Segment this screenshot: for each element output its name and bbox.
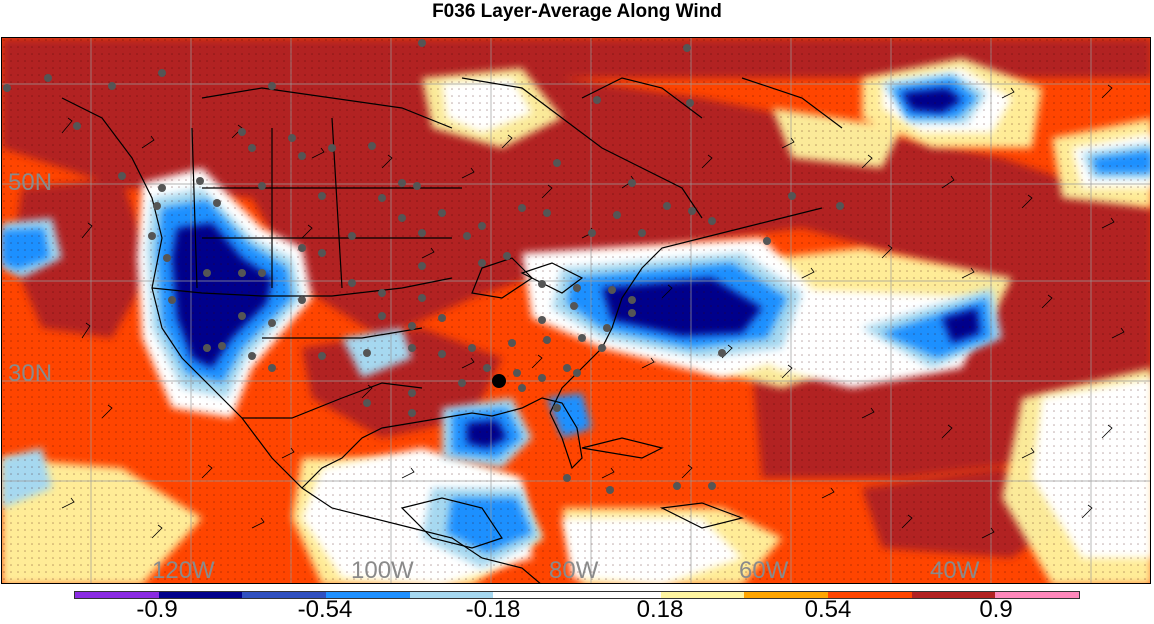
colorbar-tick-label: -0.54: [297, 596, 353, 623]
lon-label-120w: 120W: [152, 557, 215, 584]
colorbar-segment: [242, 592, 327, 598]
colorbar-segment: [577, 592, 661, 598]
colorbar-segment: [75, 592, 159, 598]
lon-label-40w: 40W: [930, 557, 980, 584]
colorbar-segment: [828, 592, 912, 598]
map-title: F036 Layer-Average Along Wind: [432, 1, 722, 22]
lat-lon-grid: [2, 38, 1150, 583]
colorbar-tick-label: -0.18: [465, 596, 521, 623]
observation-station-dots: [3, 39, 844, 494]
colorbar-segment: [493, 592, 578, 598]
colorbar-tick-label: -0.9: [136, 596, 178, 623]
significance-stipple: [2, 38, 1150, 583]
lon-label-60w: 60W: [739, 557, 789, 584]
colorbar-segment: [158, 592, 243, 598]
colorbar-tick-label: 0.9: [979, 596, 1013, 623]
colorbar-segment: [409, 592, 494, 598]
colorbar-segment: [995, 592, 1080, 598]
colorbar-segment: [660, 592, 745, 598]
wind-barbs: [61, 84, 1125, 539]
colorbar-tick-label: 0.54: [804, 596, 852, 623]
coastlines-and-borders: [61, 77, 843, 583]
colorbar: [74, 591, 1080, 599]
lon-label-80w: 80W: [549, 557, 599, 584]
lon-label-100w: 100W: [351, 557, 414, 584]
marked-location-dot: [492, 374, 506, 388]
along-wind-field-map: [2, 38, 1150, 583]
map-panel[interactable]: 50N 30N 120W 100W 80W 60W 40W: [1, 37, 1151, 584]
colorbar-segment: [744, 592, 829, 598]
colorbar-tick-label: 0.18: [636, 596, 684, 623]
colorbar-segment: [911, 592, 996, 598]
colorbar-segment: [326, 592, 410, 598]
lat-label-50n: 50N: [8, 169, 53, 196]
lat-label-30n: 30N: [8, 360, 53, 387]
